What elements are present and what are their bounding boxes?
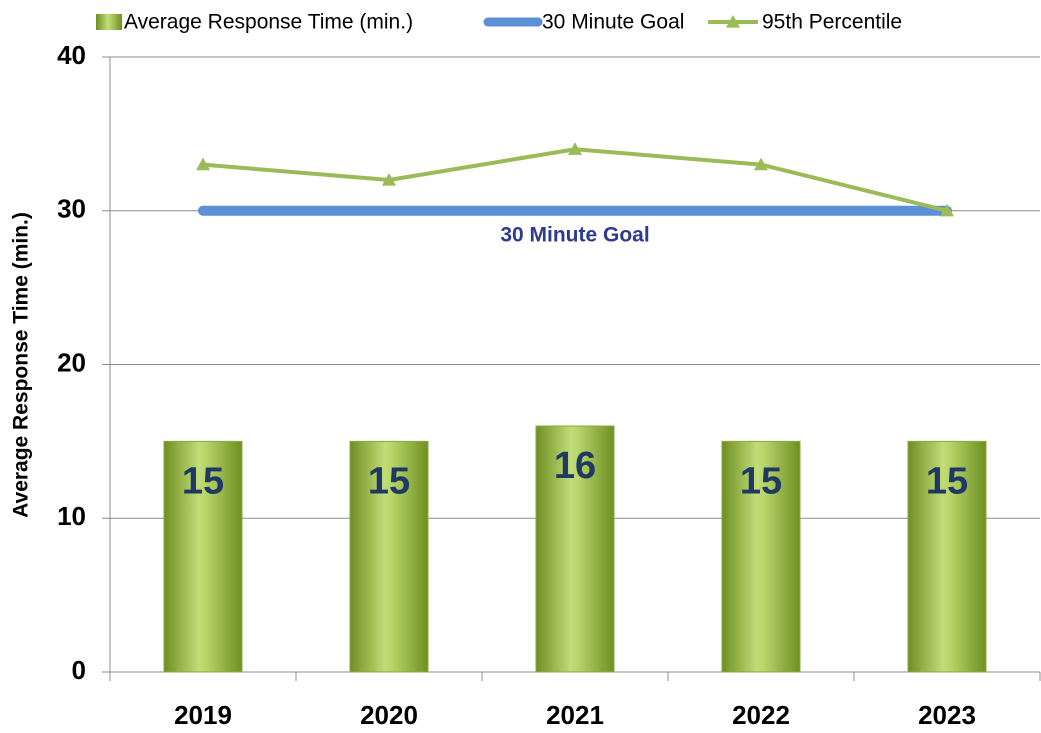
- y-tick-label: 20: [57, 347, 86, 377]
- line-marker: [940, 203, 954, 217]
- line-marker: [382, 173, 396, 186]
- legend-marker: [726, 15, 740, 28]
- data-label: 15: [182, 460, 224, 502]
- bar: [349, 440, 429, 673]
- data-label: 15: [926, 460, 968, 502]
- line-marker: [196, 157, 210, 171]
- y-axis-label: Average Response Time (min.): [10, 212, 33, 518]
- x-tick-label: 2019: [174, 700, 232, 730]
- x-tick-label: 2021: [546, 700, 604, 730]
- y-tick-label: 10: [57, 501, 86, 531]
- x-tick-label: 2023: [918, 700, 976, 730]
- legend-label: Average Response Time (min.): [124, 11, 413, 34]
- legend-label: 30 Minute Goal: [542, 11, 684, 34]
- line-series: [202, 147, 948, 213]
- bar: [907, 440, 987, 673]
- line-marker: [754, 157, 768, 171]
- line-marker: [568, 142, 582, 155]
- data-label: 15: [740, 460, 782, 502]
- y-tick-label: 0: [72, 655, 86, 685]
- y-tick-label: 30: [57, 194, 86, 224]
- data-label: 16: [554, 445, 596, 487]
- x-tick-label: 2020: [360, 700, 418, 730]
- bar: [535, 425, 615, 673]
- bar: [721, 440, 801, 673]
- x-tick-label: 2022: [732, 700, 790, 730]
- legend-label: 95th Percentile: [762, 11, 902, 34]
- y-tick-label: 40: [57, 40, 86, 70]
- data-label: 15: [368, 460, 410, 502]
- legend-swatch: [96, 14, 122, 30]
- bar: [163, 440, 243, 673]
- annotation: 30 Minute Goal: [500, 224, 649, 247]
